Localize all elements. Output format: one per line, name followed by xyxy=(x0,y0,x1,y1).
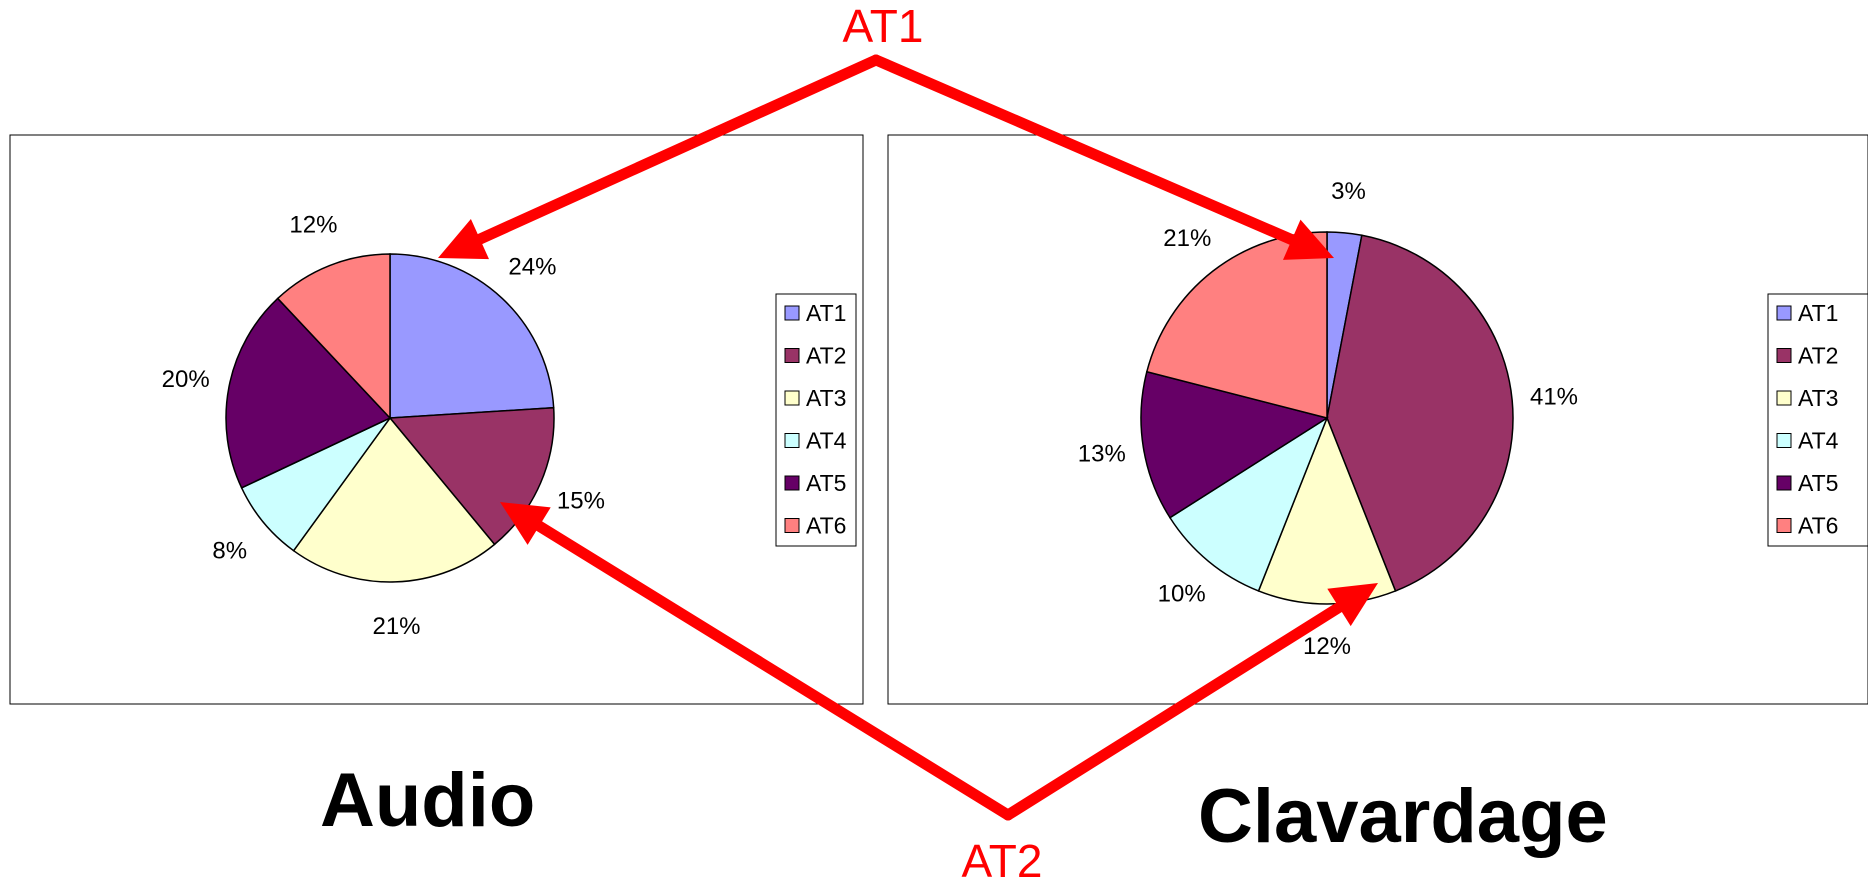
data-label: 13% xyxy=(1078,441,1126,468)
data-label: 3% xyxy=(1331,178,1366,205)
data-label: 8% xyxy=(212,538,247,565)
pie-chart-audio: 24% 15% 21% 8% 20% 12% xyxy=(162,212,605,640)
legend-box xyxy=(1767,293,1868,547)
arrow-at1-audio-head xyxy=(438,219,489,260)
pie-slice-at3 xyxy=(292,416,496,583)
legend-label: AT6 xyxy=(806,513,846,539)
legend-label: AT6 xyxy=(1798,513,1838,539)
data-label: 24% xyxy=(508,253,556,280)
legend-swatch xyxy=(1776,518,1792,533)
arrow-at1-audio-shaft xyxy=(474,54,882,245)
data-label: 21% xyxy=(372,613,420,640)
legend-swatch xyxy=(784,390,800,406)
legend-swatch xyxy=(1776,348,1792,363)
legend-label: AT5 xyxy=(806,470,846,496)
legend-label: AT1 xyxy=(1798,300,1838,326)
arrow-at2-clavardage-head xyxy=(1327,583,1378,627)
arrow-at2-audio-shaft xyxy=(533,520,1014,821)
legend-swatch xyxy=(1776,305,1792,321)
legend-label: AT5 xyxy=(1798,470,1838,496)
legend-label: AT2 xyxy=(806,343,846,369)
arrow-at2-clavardage-shaft xyxy=(1002,601,1345,821)
data-label: 12% xyxy=(289,212,337,239)
legend-swatch xyxy=(784,305,800,321)
legend-swatch xyxy=(784,475,800,491)
pie-slice-at3 xyxy=(1257,415,1397,605)
data-label: 12% xyxy=(1303,633,1351,660)
legend-clavardage: AT1 AT2 AT3 AT4 AT5 AT6 xyxy=(1767,293,1868,547)
legend-box xyxy=(775,293,857,547)
legend-swatch xyxy=(1776,390,1792,406)
pie-slice-at2 xyxy=(1326,234,1514,592)
legend-swatch xyxy=(1776,475,1792,491)
legend-label: AT1 xyxy=(806,300,846,326)
arrow-at2-audio-head xyxy=(500,502,551,545)
arrow-at1-clavardage-head xyxy=(1283,219,1334,260)
annotation-label-top: AT1 xyxy=(843,0,924,52)
data-label: 41% xyxy=(1530,384,1578,411)
legend-audio: AT1 AT2 AT3 AT4 AT5 AT6 xyxy=(775,293,857,547)
chart-title-audio: Audio xyxy=(320,758,536,843)
legend-swatch xyxy=(1776,433,1792,448)
pie-slice-at1 xyxy=(389,253,555,419)
data-label: 20% xyxy=(162,366,210,393)
annotation-arrows xyxy=(438,54,1378,821)
pie-slice-at5 xyxy=(225,297,392,489)
legend-label: AT3 xyxy=(1798,385,1838,411)
legend-swatch xyxy=(784,433,800,448)
pie-slice-at4 xyxy=(1168,416,1329,592)
data-label: 21% xyxy=(1163,225,1211,252)
annotation-label-bottom: AT2 xyxy=(962,835,1043,880)
data-label: 10% xyxy=(1158,581,1206,608)
legend-label: AT2 xyxy=(1798,343,1838,369)
pie-slice-at6 xyxy=(276,253,391,420)
chart-title-clavardage: Clavardage xyxy=(1198,774,1608,859)
arrow-at1-clavardage-shaft xyxy=(870,54,1298,246)
data-label: 15% xyxy=(557,488,605,515)
legend-label: AT4 xyxy=(806,428,847,454)
legend-swatch xyxy=(784,518,800,533)
legend-label: AT4 xyxy=(1798,428,1839,454)
pie-slice-at5 xyxy=(1140,370,1329,519)
legend-swatch xyxy=(784,348,800,363)
pie-chart-clavardage: 3% 41% 12% 10% 13% 21% xyxy=(1078,178,1578,660)
legend-label: AT3 xyxy=(806,385,846,411)
